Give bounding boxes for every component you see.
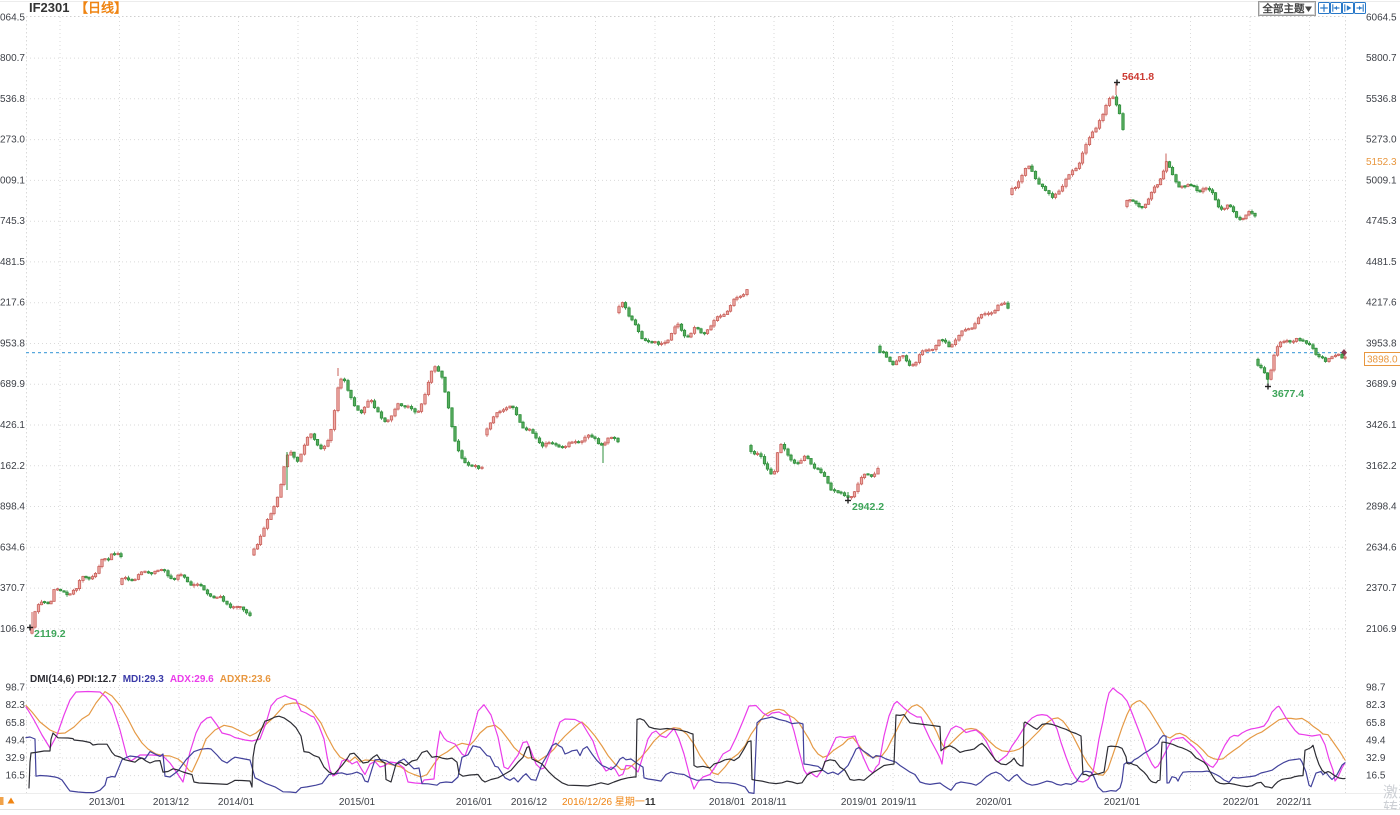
svg-text:4745.3: 4745.3 xyxy=(1366,216,1397,227)
svg-text:2016/12/26 星期一: 2016/12/26 星期一 xyxy=(562,796,645,808)
svg-text:5009.1: 5009.1 xyxy=(1366,175,1397,186)
svg-text:5800.7: 5800.7 xyxy=(1366,53,1397,64)
svg-text:3162.2: 3162.2 xyxy=(0,461,25,472)
svg-text:5641.8: 5641.8 xyxy=(1122,71,1154,83)
svg-text:2634.6: 2634.6 xyxy=(0,542,25,553)
svg-text:转型: 转型 xyxy=(1383,800,1400,810)
svg-text:16.5: 16.5 xyxy=(6,771,26,782)
svg-text:3689.9: 3689.9 xyxy=(0,379,25,390)
svg-text:82.3: 82.3 xyxy=(1366,700,1386,711)
svg-text:16.5: 16.5 xyxy=(1366,771,1386,782)
svg-text:2018/01: 2018/01 xyxy=(709,797,746,808)
svg-text:4481.5: 4481.5 xyxy=(1366,257,1397,268)
svg-text:2119.2: 2119.2 xyxy=(34,628,66,640)
svg-text:4481.5: 4481.5 xyxy=(0,257,25,268)
svg-text:IF2301: IF2301 xyxy=(29,0,69,15)
svg-text:4745.3: 4745.3 xyxy=(0,216,25,227)
svg-text:2898.4: 2898.4 xyxy=(1366,502,1397,513)
svg-text:3426.1: 3426.1 xyxy=(0,420,25,431)
svg-text:11: 11 xyxy=(645,797,656,808)
svg-text:5536.8: 5536.8 xyxy=(1366,94,1397,105)
svg-text:65.8: 65.8 xyxy=(1366,718,1386,729)
svg-text:4217.6: 4217.6 xyxy=(0,298,25,309)
svg-text:49.4: 49.4 xyxy=(1366,735,1386,746)
svg-text:3953.8: 3953.8 xyxy=(1366,339,1397,350)
svg-text:5273.0: 5273.0 xyxy=(0,135,25,146)
svg-text:2016/01: 2016/01 xyxy=(456,797,493,808)
svg-text:82.3: 82.3 xyxy=(6,700,26,711)
svg-text:2018/11: 2018/11 xyxy=(751,797,787,808)
svg-text:2014/01: 2014/01 xyxy=(218,797,255,808)
svg-text:3426.1: 3426.1 xyxy=(1366,420,1397,431)
svg-text:65.8: 65.8 xyxy=(6,718,26,729)
svg-text:5152.3: 5152.3 xyxy=(1366,157,1397,168)
svg-text:全部主题: 全部主题 xyxy=(1262,2,1305,15)
svg-text:3162.2: 3162.2 xyxy=(1366,461,1397,472)
svg-text:5009.1: 5009.1 xyxy=(0,175,25,186)
svg-text:6064.5: 6064.5 xyxy=(0,12,25,23)
svg-text:激活: 激活 xyxy=(1383,784,1400,801)
svg-text:3953.8: 3953.8 xyxy=(0,339,25,350)
svg-text:2019/01: 2019/01 xyxy=(841,797,878,808)
svg-text:3898.0: 3898.0 xyxy=(1367,355,1398,366)
svg-text:2106.9: 2106.9 xyxy=(1366,624,1397,635)
svg-text:5800.7: 5800.7 xyxy=(0,53,25,64)
svg-text:4217.6: 4217.6 xyxy=(1366,298,1397,309)
svg-text:49.4: 49.4 xyxy=(6,735,26,746)
svg-text:2015/01: 2015/01 xyxy=(339,797,376,808)
svg-text:2370.7: 2370.7 xyxy=(0,583,25,594)
svg-text:2022/11: 2022/11 xyxy=(1276,797,1312,808)
svg-text:2013/12: 2013/12 xyxy=(153,797,190,808)
svg-text:5273.0: 5273.0 xyxy=(1366,135,1397,146)
svg-text:32.9: 32.9 xyxy=(6,753,26,764)
svg-text:2022/01: 2022/01 xyxy=(1223,797,1260,808)
svg-text:2370.7: 2370.7 xyxy=(1366,583,1397,594)
svg-text:3677.4: 3677.4 xyxy=(1272,388,1304,400)
svg-text:32.9: 32.9 xyxy=(1366,753,1386,764)
svg-text:2942.2: 2942.2 xyxy=(852,501,884,513)
svg-text:【日线】: 【日线】 xyxy=(75,1,127,16)
svg-text:6064.5: 6064.5 xyxy=(1366,12,1397,23)
svg-text:98.7: 98.7 xyxy=(6,683,26,694)
svg-text:2020/01: 2020/01 xyxy=(976,797,1013,808)
svg-text:2898.4: 2898.4 xyxy=(0,502,25,513)
svg-text:2013/01: 2013/01 xyxy=(89,797,126,808)
svg-text:2634.6: 2634.6 xyxy=(1366,542,1397,553)
svg-text:5536.8: 5536.8 xyxy=(0,94,25,105)
svg-text:3689.9: 3689.9 xyxy=(1366,379,1397,390)
svg-text:2021/01: 2021/01 xyxy=(1104,797,1141,808)
svg-text:2019/11: 2019/11 xyxy=(881,797,917,808)
svg-text:2016/12: 2016/12 xyxy=(511,797,548,808)
svg-text:2106.9: 2106.9 xyxy=(0,624,25,635)
svg-text:98.7: 98.7 xyxy=(1366,683,1386,694)
